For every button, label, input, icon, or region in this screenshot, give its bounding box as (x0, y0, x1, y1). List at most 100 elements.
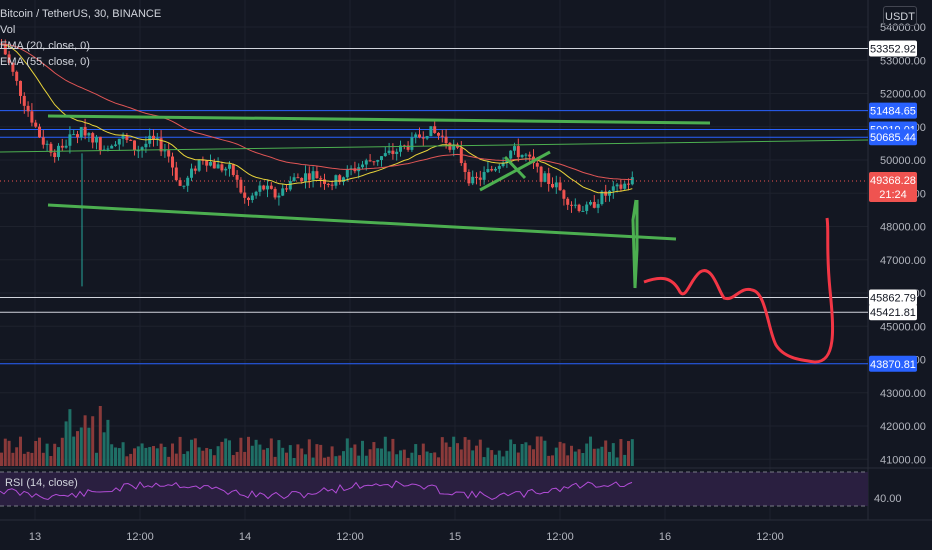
volume-bar (307, 439, 311, 466)
countdown-label: 21:24 (879, 189, 907, 201)
candle-body (410, 137, 414, 150)
cross-line-b[interactable] (503, 155, 527, 180)
volume-bar (110, 444, 114, 466)
volume-bar (68, 409, 72, 466)
candle-body (38, 126, 41, 138)
volume-bar (532, 449, 535, 466)
volume-bar (345, 438, 349, 466)
candle-body (68, 134, 72, 146)
price-tag-box (869, 355, 917, 372)
candle-body (22, 95, 26, 106)
volume-bar (490, 450, 494, 466)
candle-body (258, 185, 262, 192)
channel-lower-trendline[interactable] (47, 203, 677, 241)
price-tick-label: 43000.00 (880, 388, 926, 400)
candle-body (528, 154, 532, 157)
volume-bar (486, 447, 490, 466)
candle-body (372, 161, 376, 163)
candle-body (311, 171, 315, 180)
candle-body (376, 160, 380, 162)
volume-bar (596, 448, 600, 466)
volume-bar (57, 447, 60, 466)
volume-bar (497, 450, 501, 466)
candle-body (292, 177, 296, 182)
volume-bar (418, 455, 421, 466)
candle-body (566, 198, 570, 205)
volume-bar (7, 440, 11, 466)
thin-trendline[interactable] (0, 139, 869, 153)
volume-bar (220, 441, 224, 466)
candle-body (490, 169, 494, 171)
symbol-title[interactable]: Bitcoin / TetherUS, 30, BINANCE (0, 8, 162, 20)
candle-body (539, 166, 543, 182)
volume-bar (106, 419, 110, 466)
user-drawings[interactable] (0, 114, 869, 364)
volume-bar (330, 446, 334, 466)
volume-bar (197, 447, 201, 466)
volume-bar (383, 436, 387, 466)
candle-body (247, 197, 250, 201)
volume-bar (471, 450, 475, 466)
volume-bar (205, 447, 209, 466)
volume-bar (155, 448, 159, 466)
volume-bar (250, 445, 254, 466)
ema55-line (1, 43, 633, 181)
candle-body (516, 146, 520, 158)
candle-body (288, 181, 292, 190)
volume-bar (296, 444, 300, 466)
candle-body (338, 175, 342, 182)
time-axis[interactable]: 13 12:00 14 12:00 15 12:00 16 12:00 (29, 531, 784, 543)
currency-button[interactable]: USDT (883, 6, 917, 26)
candle-body (129, 139, 133, 141)
volume-legend[interactable]: Vol (0, 24, 16, 36)
volume-bar (562, 443, 566, 466)
channel-upper-trendline[interactable] (47, 114, 711, 125)
volume-bar (304, 454, 307, 466)
volume-bar (53, 443, 57, 466)
candlesticks (0, 38, 634, 287)
volume-bar (581, 452, 585, 466)
volume-bar (334, 456, 338, 466)
volume-bar (64, 421, 68, 466)
candle-body (611, 186, 615, 191)
candle-body (7, 54, 11, 63)
candle-body (159, 138, 163, 152)
volume-bar (190, 439, 193, 466)
rsi-legend[interactable]: RSI (14, close) (5, 477, 78, 489)
candle-body (110, 145, 114, 149)
volume-bar (258, 444, 262, 466)
candle-body (570, 204, 573, 206)
volume-bar (22, 453, 26, 466)
candle-body (285, 188, 288, 190)
candle-body (3, 43, 7, 55)
volume-bar (216, 446, 220, 466)
candle-body (205, 160, 209, 166)
volume-bar (148, 447, 152, 466)
candle-body (380, 156, 383, 161)
candle-body (281, 188, 285, 196)
cross-line-a[interactable] (479, 150, 551, 192)
candle-body (581, 210, 585, 212)
candle-body (60, 145, 64, 148)
candle-body (395, 151, 399, 154)
green-drop-line[interactable] (631, 199, 639, 289)
ema20-legend[interactable]: EMA (20, close, 0) (0, 40, 90, 52)
candle-body (216, 164, 220, 169)
volume-bar (292, 457, 296, 466)
candle-body (623, 183, 627, 189)
candle-body (604, 191, 608, 196)
volume-bar (281, 447, 285, 466)
candle-body (364, 160, 368, 165)
rsi-panel (0, 471, 868, 507)
current-price-label: 49368.28 (870, 175, 916, 187)
candle-body (26, 105, 30, 112)
red-projection-path[interactable] (643, 217, 834, 364)
candle-body (535, 163, 539, 167)
chart-legend: Bitcoin / TetherUS, 30, BINANCE Vol EMA … (0, 6, 161, 70)
candle-body (49, 143, 53, 153)
volume-bar (577, 449, 581, 466)
volume-bar (456, 443, 459, 466)
candle-body (41, 137, 45, 145)
ema55-legend[interactable]: EMA (55, close, 0) (0, 56, 90, 68)
